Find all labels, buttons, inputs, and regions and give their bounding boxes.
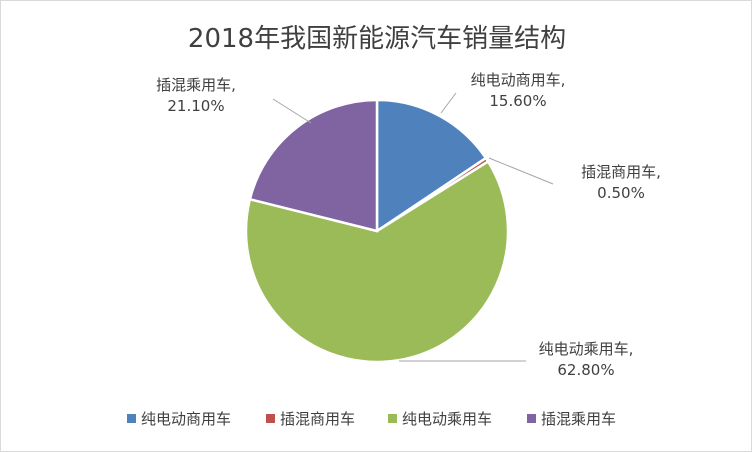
pie-slice (244, 159, 510, 364)
data-label-name: 纯电动商用车, (471, 71, 566, 89)
legend-label: 插混乘用车 (541, 410, 616, 428)
legend-swatch (127, 414, 136, 423)
legend-swatch (527, 414, 536, 423)
data-label-value: 15.60% (489, 92, 546, 110)
legend-swatch (266, 414, 275, 423)
chart-title: 2018年我国新能源汽车销量结构 (188, 24, 566, 54)
legend-label: 插混商用车 (280, 410, 355, 428)
legend-label: 纯电动乘用车 (402, 410, 492, 428)
leader-line (488, 157, 554, 185)
pie-slice (375, 98, 488, 234)
data-label-name: 纯电动乘用车, (539, 340, 634, 358)
data-label-value: 21.10% (167, 97, 224, 115)
leader-line (440, 92, 457, 114)
legend-label: 纯电动商用车 (141, 410, 231, 428)
data-label-value: 0.50% (597, 184, 645, 202)
legend-swatch (388, 414, 397, 423)
data-label-name: 插混乘用车, (156, 76, 236, 94)
data-labels: 纯电动商用车, 15.60% 插混商用车, 0.50% 纯电动乘用车, 62.80% 插混乘… (156, 71, 661, 379)
leader-lines (272, 92, 554, 362)
data-label-name: 插混商用车, (581, 163, 661, 181)
data-label-value: 62.80% (557, 361, 614, 379)
leader-line (272, 98, 312, 124)
pie-slices (244, 98, 510, 364)
legend: 纯电动商用车 插混商用车 纯电动乘用车 插混乘用车 (127, 410, 616, 428)
pie-slice (248, 98, 379, 233)
